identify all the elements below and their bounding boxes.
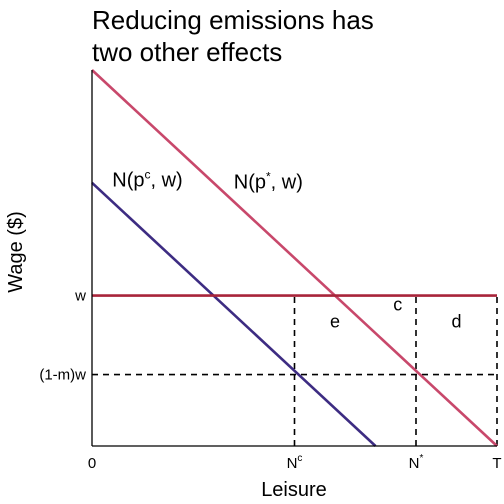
chart-labels: Leisure Wage ($) N(p*, w) N(pc, w) e c d 0 Nc N… [5,168,502,501]
axes [91,70,497,447]
x-axis-label: Leisure [261,479,327,501]
title-line-2: two other effects [92,37,283,67]
series-lines [91,69,498,447]
y-tick-label-w: w [74,288,86,305]
x-tick-label-t: T [492,455,501,472]
region-label-d: d [451,312,461,332]
x-tick-label-nc: Nc [287,453,303,472]
chart-title: Reducing emissions has two other effects [92,4,374,68]
x-tick-label-nstar: N* [409,453,424,472]
series-line-pstar [91,69,498,447]
region-label-e: e [330,312,340,332]
title-line-1: Reducing emissions has [92,5,374,35]
dashed-guides [92,295,498,446]
series-label-pstar: N(p*, w) [234,169,303,193]
series-line-pc [91,181,377,447]
y-tick-label-mw: (1-m)w [39,367,86,384]
x-tick-label-zero: 0 [88,455,96,472]
series-label-pc: N(pc, w) [112,168,182,192]
y-axis-label: Wage ($) [5,211,27,293]
region-label-c: c [393,295,402,315]
